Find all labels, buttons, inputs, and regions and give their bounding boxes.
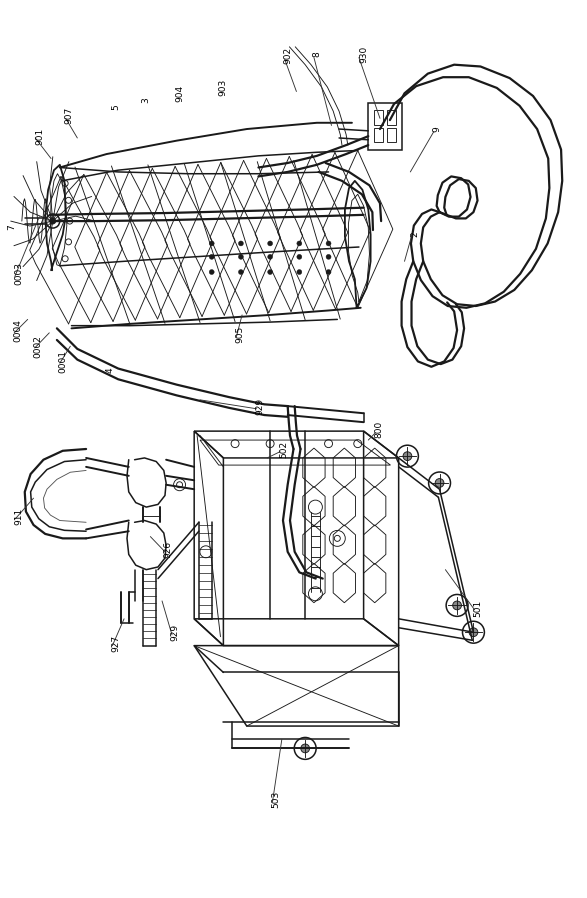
Circle shape bbox=[238, 241, 244, 246]
Bar bbox=[387, 128, 396, 143]
Text: 7: 7 bbox=[7, 224, 16, 230]
Text: 0003: 0003 bbox=[14, 262, 23, 286]
Circle shape bbox=[435, 479, 444, 488]
Text: 800: 800 bbox=[374, 420, 383, 438]
Text: 911: 911 bbox=[14, 507, 23, 524]
Circle shape bbox=[209, 254, 214, 260]
Text: 901: 901 bbox=[35, 128, 44, 145]
Circle shape bbox=[297, 254, 302, 260]
Circle shape bbox=[403, 452, 412, 461]
Text: 3: 3 bbox=[141, 98, 151, 103]
Circle shape bbox=[453, 601, 461, 610]
Circle shape bbox=[268, 241, 272, 246]
Text: 503: 503 bbox=[271, 791, 281, 808]
Text: 905: 905 bbox=[235, 326, 244, 343]
Circle shape bbox=[238, 269, 244, 275]
Text: 903: 903 bbox=[219, 78, 228, 96]
Text: 0001: 0001 bbox=[59, 350, 68, 373]
Bar bbox=[368, 103, 402, 150]
Circle shape bbox=[209, 241, 214, 246]
Text: 501: 501 bbox=[474, 600, 483, 617]
Text: 8: 8 bbox=[313, 51, 322, 57]
Text: 4: 4 bbox=[106, 367, 114, 374]
Circle shape bbox=[297, 241, 302, 246]
Text: 907: 907 bbox=[65, 107, 73, 124]
Text: 930: 930 bbox=[359, 45, 368, 63]
Bar bbox=[374, 128, 383, 143]
Circle shape bbox=[326, 254, 331, 260]
Text: 0004: 0004 bbox=[13, 320, 22, 342]
Text: 926: 926 bbox=[164, 541, 173, 558]
Text: 929: 929 bbox=[255, 398, 265, 415]
Circle shape bbox=[268, 254, 272, 260]
Text: 2: 2 bbox=[410, 232, 419, 237]
Circle shape bbox=[50, 218, 56, 224]
Text: 904: 904 bbox=[176, 84, 184, 101]
Circle shape bbox=[301, 744, 309, 753]
Text: 9: 9 bbox=[433, 126, 441, 132]
Circle shape bbox=[238, 254, 244, 260]
Circle shape bbox=[297, 269, 302, 275]
Text: 0002: 0002 bbox=[33, 335, 42, 357]
Circle shape bbox=[268, 269, 272, 275]
Text: 5: 5 bbox=[111, 105, 120, 110]
Circle shape bbox=[469, 628, 478, 637]
Circle shape bbox=[209, 269, 214, 275]
Circle shape bbox=[326, 241, 331, 246]
Text: 927: 927 bbox=[111, 635, 120, 653]
Text: 502: 502 bbox=[279, 440, 288, 458]
Text: 929: 929 bbox=[171, 623, 180, 641]
Circle shape bbox=[326, 269, 331, 275]
Bar bbox=[374, 110, 383, 125]
Text: 902: 902 bbox=[284, 48, 292, 65]
Bar bbox=[387, 110, 396, 125]
